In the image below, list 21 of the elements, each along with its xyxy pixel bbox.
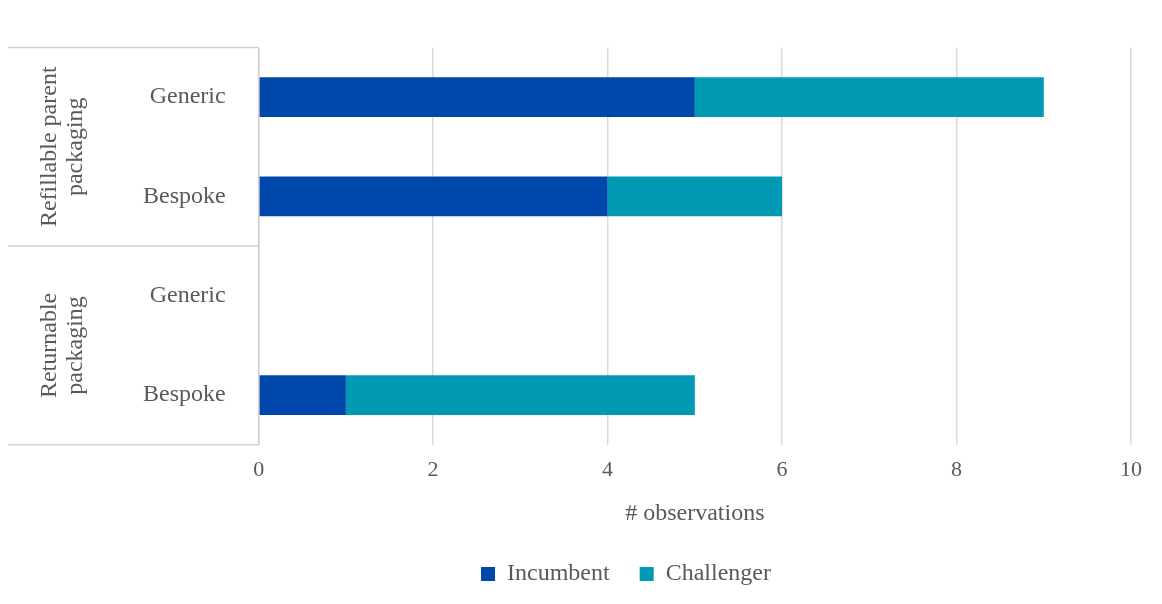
bar [259, 77, 695, 117]
text: Refillable parent packaging [35, 66, 88, 228]
x-tick-label: 2 [427, 455, 439, 481]
x-tick-label: 8 [951, 455, 963, 481]
bar [259, 176, 608, 217]
x-tick-label: 6 [776, 455, 788, 481]
y-tick-label: Bespoke [143, 181, 226, 208]
y-tick-label: Bespoke [143, 380, 226, 407]
x-tick-label: 0 [253, 455, 265, 481]
bar [259, 375, 346, 415]
y-tick-label: Generic [149, 281, 226, 308]
x-axis-title: # observations [625, 498, 765, 525]
x-tick-label: 10 [1120, 455, 1142, 481]
bar [345, 375, 695, 415]
bar [694, 77, 1044, 117]
text: Returnable packaging [35, 292, 88, 399]
x-tick-label: 4 [602, 455, 614, 481]
bar [607, 176, 783, 217]
y-tick-label: Generic [149, 82, 226, 109]
legend-label: Challenger [665, 559, 771, 586]
legend-label: Incumbent [507, 559, 610, 586]
